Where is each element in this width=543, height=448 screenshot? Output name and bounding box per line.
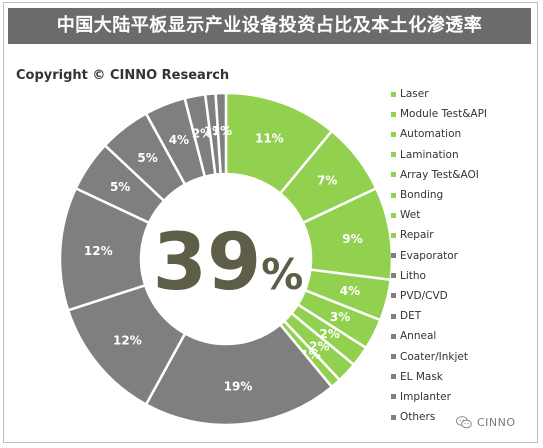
legend-swatch <box>391 111 396 117</box>
slice-label: 9% <box>342 232 362 246</box>
slice-label: 7% <box>317 174 337 188</box>
legend-swatch <box>391 414 396 420</box>
legend-item: Module Test&API <box>391 104 487 124</box>
legend-item: PVD/CVD <box>391 286 487 306</box>
legend-item: Lamination <box>391 145 487 165</box>
legend-item: EL Mask <box>391 367 487 387</box>
legend-swatch <box>391 394 396 400</box>
legend-label: Litho <box>400 269 426 282</box>
copyright-text: Copyright © CINNO Research <box>16 68 230 83</box>
legend-label: Module Test&API <box>400 108 487 121</box>
slice-label: 5% <box>137 151 157 165</box>
slice-evaporator <box>144 322 334 427</box>
center-number: 39 <box>153 218 262 308</box>
legend-label: Automation <box>400 128 462 141</box>
legend-label: DET <box>400 310 422 323</box>
legend-swatch <box>391 91 396 97</box>
center-percentage: 39% <box>153 218 304 308</box>
slice-label: 4% <box>340 284 360 298</box>
legend-item: Coater/Inkjet <box>391 346 487 366</box>
legend-item: Laser <box>391 84 487 104</box>
legend-item: Others <box>391 407 487 427</box>
legend-swatch <box>391 152 396 158</box>
slice-label: 2% <box>192 126 212 140</box>
legend-item: Anneal <box>391 326 487 346</box>
legend-label: Bonding <box>400 189 444 202</box>
legend-label: Evaporator <box>400 249 458 262</box>
chart-legend: Laser Module Test&API Automation Lamination… <box>391 84 487 427</box>
legend-label: EL Mask <box>400 370 443 383</box>
legend-swatch <box>391 354 396 360</box>
legend-label: PVD/CVD <box>400 289 448 302</box>
legend-swatch <box>391 232 396 238</box>
legend-swatch <box>391 273 396 279</box>
legend-swatch <box>391 253 396 259</box>
legend-item: Litho <box>391 266 487 286</box>
title-bar: 中国大陆平板显示产业设备投资占比及本土化渗透率 <box>8 8 531 44</box>
legend-swatch <box>391 293 396 299</box>
slice-label: 2% <box>309 340 329 354</box>
slice-label: 12% <box>113 334 142 348</box>
slice-label: 11% <box>255 132 284 146</box>
slice-label: 4% <box>169 133 189 147</box>
legend-swatch <box>391 212 396 218</box>
legend-swatch <box>391 131 396 137</box>
legend-item: Implanter <box>391 387 487 407</box>
center-unit: % <box>261 250 303 299</box>
legend-swatch <box>391 192 396 198</box>
watermark-text: CINNO <box>477 416 516 429</box>
legend-label: Implanter <box>400 390 451 403</box>
watermark: CINNO <box>456 416 516 429</box>
slice-label: 19% <box>224 379 253 393</box>
slice-label: 2% <box>319 327 339 341</box>
legend-item: Bonding <box>391 185 487 205</box>
slice-label: 12% <box>84 244 113 258</box>
legend-label: Array Test&AOI <box>400 168 479 181</box>
legend-swatch <box>391 374 396 380</box>
legend-label: Others <box>400 411 436 424</box>
legend-item: DET <box>391 306 487 326</box>
legend-item: Automation <box>391 124 487 144</box>
legend-item: Repair <box>391 225 487 245</box>
legend-item: Wet <box>391 205 487 225</box>
legend-label: Repair <box>400 229 434 242</box>
slice-label: 3% <box>330 310 350 324</box>
slice-label: 1% <box>212 124 232 138</box>
legend-label: Wet <box>400 209 421 222</box>
legend-label: Coater/Inkjet <box>400 350 468 363</box>
legend-swatch <box>391 172 396 178</box>
chart-title: 中国大陆平板显示产业设备投资占比及本土化渗透率 <box>56 15 483 36</box>
legend-swatch <box>391 313 396 319</box>
legend-label: Anneal <box>400 330 437 343</box>
legend-label: Lamination <box>400 148 459 161</box>
legend-item: Array Test&AOI <box>391 165 487 185</box>
legend-label: Laser <box>400 88 429 101</box>
legend-item: Evaporator <box>391 246 487 266</box>
slice-label: 5% <box>110 180 130 194</box>
legend-swatch <box>391 333 396 339</box>
slice-others <box>214 91 228 176</box>
wechat-icon <box>456 416 472 429</box>
